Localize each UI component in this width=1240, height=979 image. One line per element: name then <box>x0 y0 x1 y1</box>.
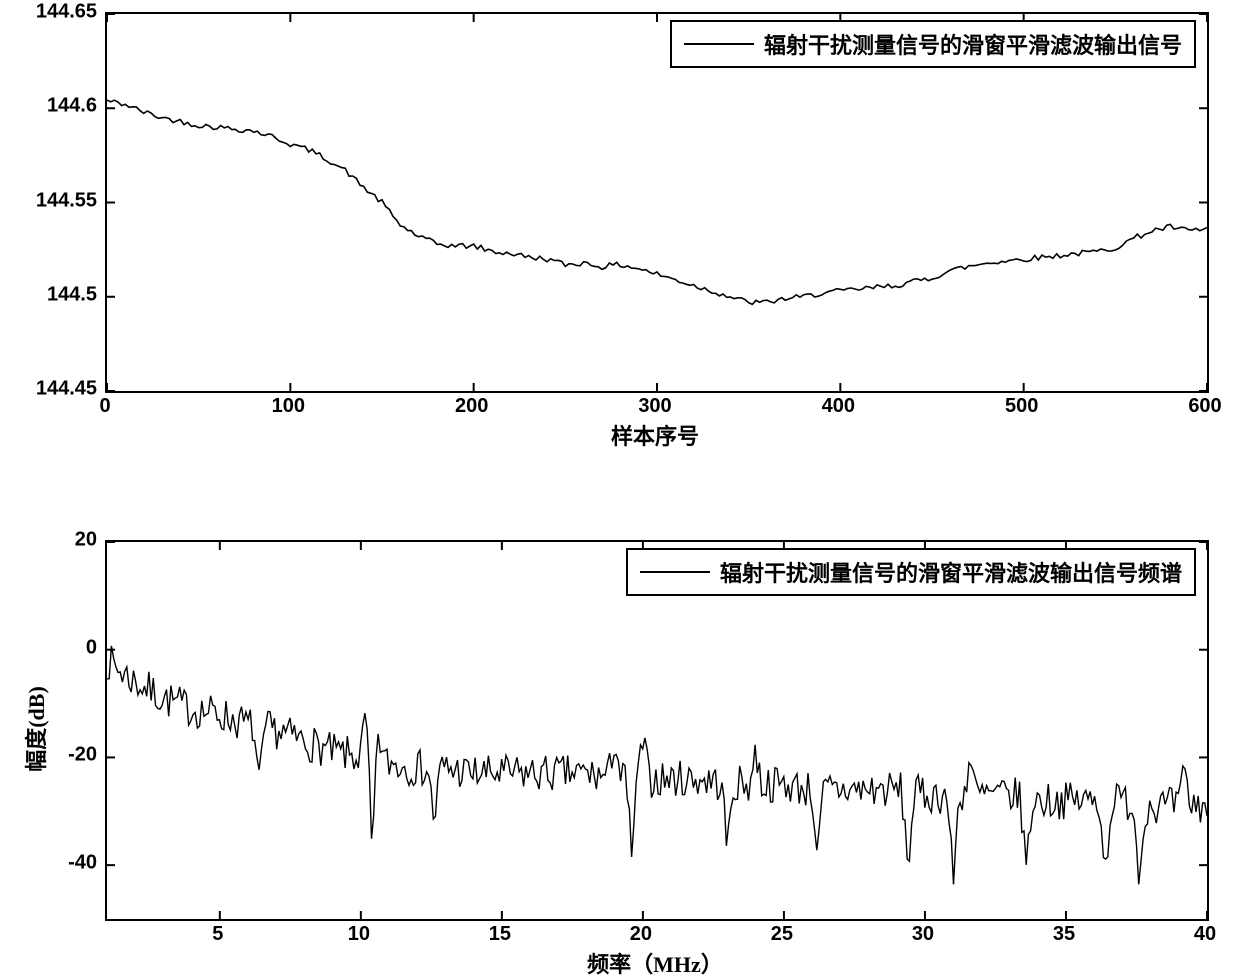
bottom-chart-y-label: 幅度(dB) <box>19 686 51 772</box>
y-tick-label: 144.45 <box>36 378 97 401</box>
bottom-chart-x-label: 频率（MHz） <box>587 947 723 979</box>
bottom-chart-plot-area <box>105 540 1209 921</box>
x-tick-label: 10 <box>348 923 370 946</box>
top-chart-legend-label: 辐射干扰测量信号的滑窗平滑滤波输出信号 <box>764 28 1182 60</box>
x-tick-label: 20 <box>630 923 652 946</box>
y-tick-label: 144.6 <box>47 95 97 118</box>
y-tick-label: 144.65 <box>36 1 97 24</box>
figure-root: 0100200300400500600 144.45144.5144.55144… <box>0 0 1240 975</box>
y-tick-label: 20 <box>75 529 97 552</box>
x-tick-label: 30 <box>912 923 934 946</box>
y-tick-label: -20 <box>68 744 97 767</box>
x-tick-label: 15 <box>489 923 511 946</box>
x-tick-label: 300 <box>638 395 671 418</box>
x-tick-label: 600 <box>1188 395 1221 418</box>
y-tick-label: 144.5 <box>47 283 97 306</box>
y-tick-label: 144.55 <box>36 189 97 212</box>
top-chart-plot-area <box>105 12 1209 393</box>
x-tick-label: 5 <box>212 923 223 946</box>
bottom-chart-legend: 辐射干扰测量信号的滑窗平滑滤波输出信号频谱 <box>626 548 1196 596</box>
x-tick-label: 35 <box>1053 923 1075 946</box>
x-tick-label: 100 <box>272 395 305 418</box>
top-chart-line <box>107 14 1207 391</box>
legend-line-icon <box>640 571 710 573</box>
top-chart-legend: 辐射干扰测量信号的滑窗平滑滤波输出信号 <box>670 20 1196 68</box>
x-tick-label: 40 <box>1194 923 1216 946</box>
bottom-chart-legend-label: 辐射干扰测量信号的滑窗平滑滤波输出信号频谱 <box>720 556 1182 588</box>
x-tick-label: 200 <box>455 395 488 418</box>
legend-line-icon <box>684 43 754 45</box>
y-tick-label: -40 <box>68 852 97 875</box>
y-tick-label: 0 <box>86 636 97 659</box>
top-chart-x-label: 样本序号 <box>611 419 699 451</box>
x-tick-label: 25 <box>771 923 793 946</box>
x-tick-label: 400 <box>822 395 855 418</box>
x-tick-label: 0 <box>99 395 110 418</box>
x-tick-label: 500 <box>1005 395 1038 418</box>
bottom-chart-line <box>107 542 1207 919</box>
